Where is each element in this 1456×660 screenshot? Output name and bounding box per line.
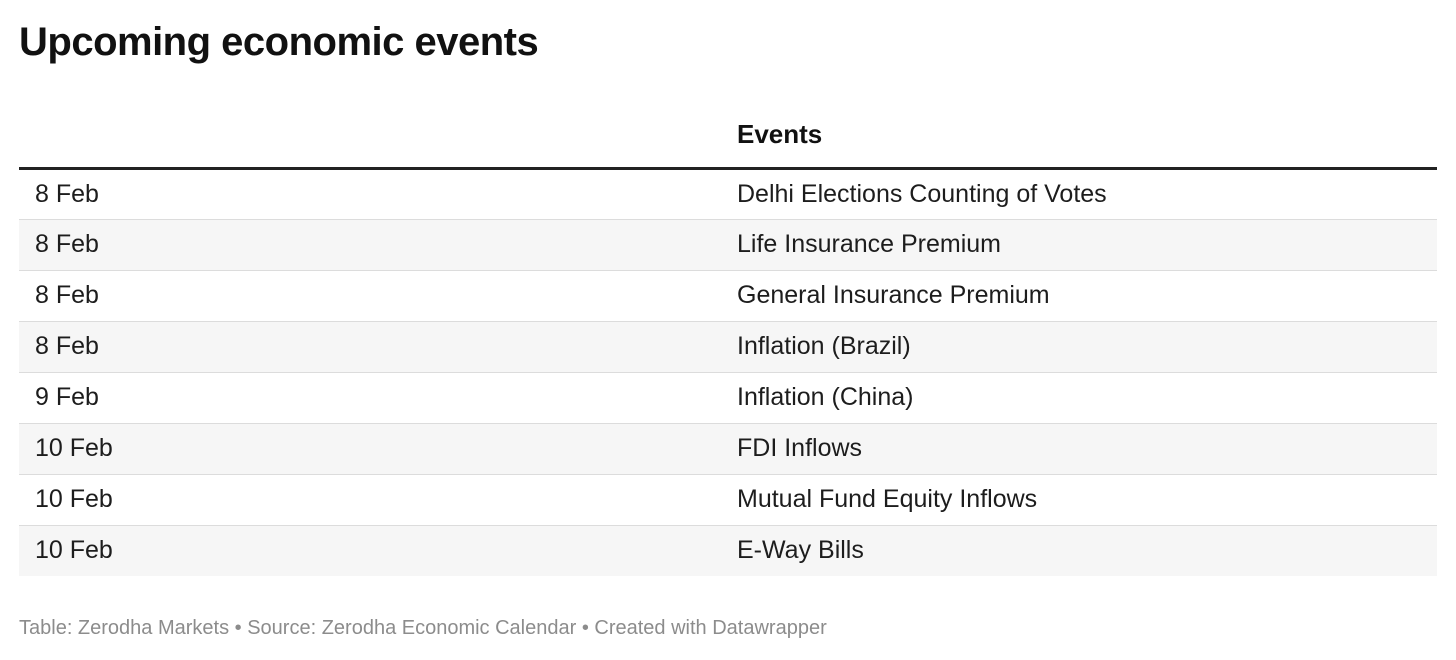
event-cell: Inflation (China) xyxy=(721,372,1437,424)
table-row: 8 Feb General Insurance Premium xyxy=(19,270,1437,322)
table-row: 10 Feb Mutual Fund Equity Inflows xyxy=(19,474,1437,526)
event-cell: Inflation (Brazil) xyxy=(721,321,1437,373)
date-cell: 10 Feb xyxy=(19,474,721,526)
events-table: Events 8 Feb Delhi Elections Counting of… xyxy=(19,102,1437,576)
table-body: 8 Feb Delhi Elections Counting of Votes … xyxy=(19,168,1437,576)
date-cell: 8 Feb xyxy=(19,321,721,373)
event-cell: Life Insurance Premium xyxy=(721,219,1437,271)
events-table-container: Events 8 Feb Delhi Elections Counting of… xyxy=(19,102,1437,576)
column-header-date xyxy=(19,102,721,170)
event-cell: Mutual Fund Equity Inflows xyxy=(721,474,1437,526)
date-cell: 8 Feb xyxy=(19,270,721,322)
page-title: Upcoming economic events xyxy=(19,20,539,64)
table-row: 8 Feb Inflation (Brazil) xyxy=(19,321,1437,373)
table-row: 8 Feb Delhi Elections Counting of Votes xyxy=(19,168,1437,220)
table-row: 10 Feb E-Way Bills xyxy=(19,525,1437,576)
table-header: Events xyxy=(19,102,1437,170)
event-cell: FDI Inflows xyxy=(721,423,1437,475)
event-cell: Delhi Elections Counting of Votes xyxy=(721,168,1437,220)
event-cell: General Insurance Premium xyxy=(721,270,1437,322)
header-row: Events xyxy=(19,102,1437,170)
date-cell: 10 Feb xyxy=(19,423,721,475)
date-cell: 10 Feb xyxy=(19,525,721,576)
column-header-events: Events xyxy=(721,102,1437,170)
date-cell: 8 Feb xyxy=(19,168,721,220)
table-row: 10 Feb FDI Inflows xyxy=(19,423,1437,475)
table-row: 9 Feb Inflation (China) xyxy=(19,372,1437,424)
source-footer: Table: Zerodha Markets • Source: Zerodha… xyxy=(19,617,827,639)
event-cell: E-Way Bills xyxy=(721,525,1437,576)
date-cell: 8 Feb xyxy=(19,219,721,271)
date-cell: 9 Feb xyxy=(19,372,721,424)
table-row: 8 Feb Life Insurance Premium xyxy=(19,219,1437,271)
